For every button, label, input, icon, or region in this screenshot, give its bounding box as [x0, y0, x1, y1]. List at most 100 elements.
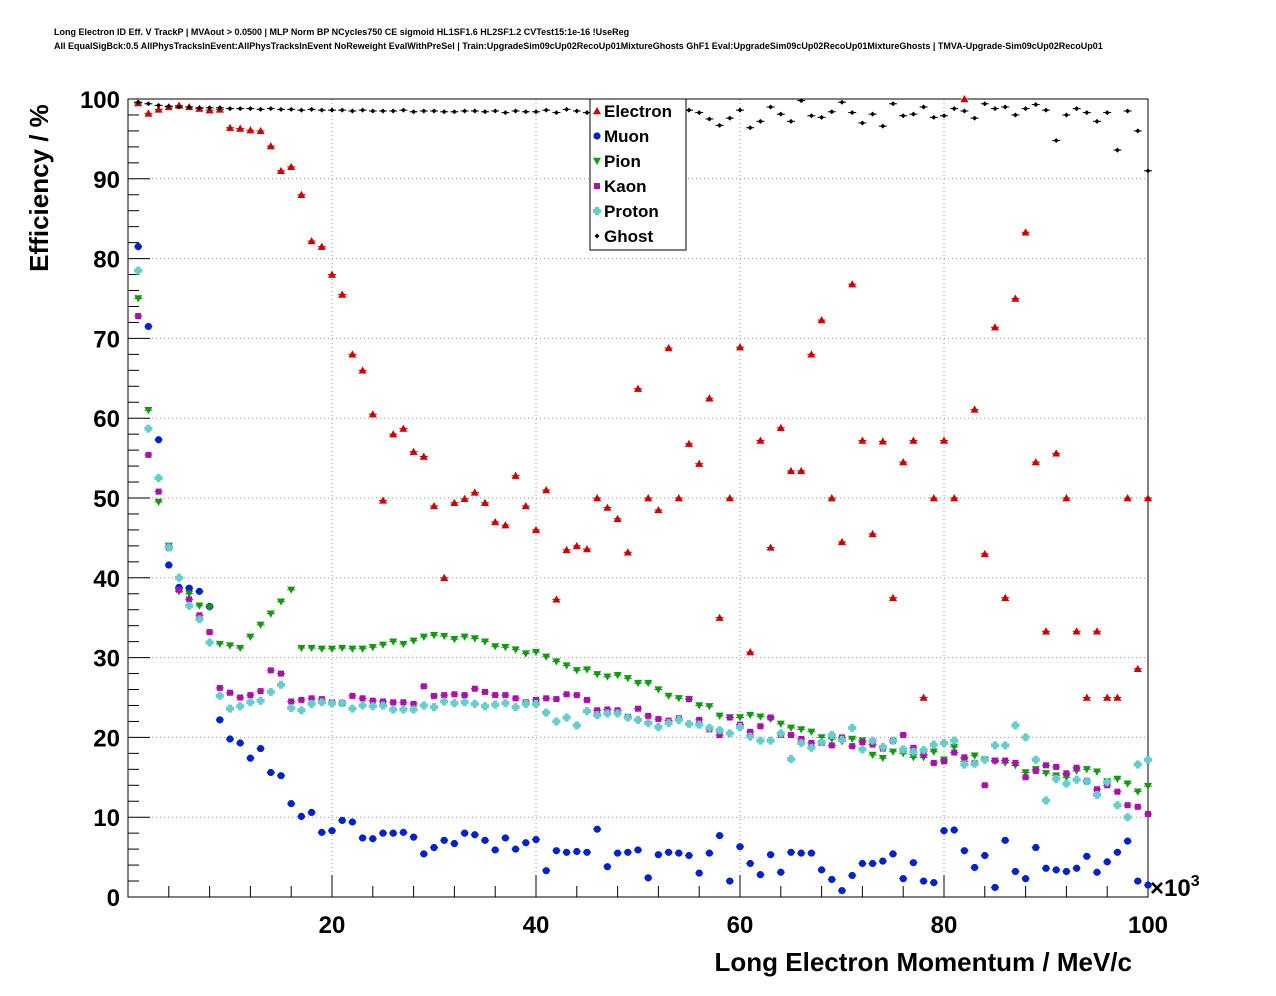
data-point-kaon	[747, 728, 754, 735]
data-point-ghost	[1002, 104, 1008, 110]
data-point-ghost	[278, 106, 284, 112]
data-point-kaon	[492, 692, 499, 699]
data-point-ghost	[859, 120, 865, 126]
data-point-muon	[308, 808, 316, 817]
data-point-pion	[970, 752, 979, 760]
data-point-electron	[226, 123, 234, 131]
data-point-pion	[623, 675, 632, 683]
data-point-muon	[226, 735, 234, 743]
data-point-electron	[664, 343, 673, 352]
data-point-electron	[950, 494, 959, 502]
data-point-muon	[1001, 836, 1009, 844]
data-point-proton	[919, 746, 928, 755]
data-point-ghost	[451, 109, 457, 115]
data-point-ghost	[319, 107, 325, 113]
data-point-proton	[542, 708, 551, 717]
data-point-muon	[1113, 848, 1121, 856]
data-point-pion	[1133, 788, 1142, 796]
data-point-ghost	[890, 101, 896, 107]
data-point-kaon	[686, 696, 692, 703]
data-point-electron	[1001, 593, 1010, 601]
data-point-kaon	[767, 714, 774, 721]
data-point-proton	[1062, 779, 1071, 788]
data-point-muon	[318, 828, 326, 836]
data-point-proton	[226, 704, 234, 713]
data-point-electron	[1133, 664, 1142, 672]
data-point-ghost	[258, 106, 264, 112]
data-point-muon	[511, 845, 520, 853]
data-point-proton	[695, 720, 704, 729]
data-point-pion	[1021, 769, 1030, 777]
data-point-ghost	[329, 107, 335, 113]
data-point-proton	[674, 715, 683, 724]
data-point-proton	[1133, 760, 1142, 769]
data-point-electron	[572, 541, 581, 550]
data-point-proton	[277, 680, 285, 689]
data-point-kaon	[206, 629, 213, 636]
data-point-pion	[562, 662, 571, 670]
data-point-kaon	[349, 692, 356, 699]
data-point-pion	[797, 726, 806, 734]
data-point-muon	[522, 839, 530, 847]
data-point-pion	[450, 636, 459, 644]
data-point-ghost	[900, 113, 906, 119]
y-tick-label: 40	[93, 566, 120, 593]
data-point-ghost	[543, 107, 549, 113]
data-point-muon	[144, 322, 152, 331]
data-point-ghost	[931, 114, 937, 120]
data-point-proton	[899, 745, 908, 754]
data-point-kaon	[1094, 786, 1100, 793]
data-point-ghost	[166, 103, 172, 109]
data-point-proton	[634, 715, 642, 724]
data-point-kaon	[176, 586, 182, 593]
data-point-ghost	[921, 104, 927, 110]
data-point-muon	[440, 836, 448, 844]
data-point-electron	[460, 494, 469, 502]
page-title: Long Electron ID Eff. V TrackP | MVAout …	[54, 27, 630, 37]
data-point-ghost	[1084, 110, 1090, 116]
data-point-electron	[593, 494, 602, 502]
data-point-electron	[583, 545, 591, 553]
data-point-electron	[695, 459, 704, 467]
data-point-proton	[470, 699, 479, 708]
data-point-muon	[236, 739, 244, 747]
data-point-muon	[644, 874, 652, 882]
data-point-electron	[144, 109, 153, 117]
data-point-proton	[787, 754, 795, 763]
data-point-ghost	[686, 107, 692, 113]
data-point-kaon	[992, 757, 998, 764]
y-tick-label: 20	[93, 725, 120, 752]
data-point-electron	[1123, 494, 1132, 502]
legend-label-muon: Muon	[604, 127, 649, 146]
x-multiplier-base: ×10	[1150, 875, 1191, 902]
data-point-proton	[960, 760, 969, 769]
legend-label-ghost: Ghost	[604, 227, 653, 246]
data-point-muon	[746, 859, 754, 868]
data-point-electron	[450, 498, 459, 506]
data-point-ghost	[135, 99, 141, 105]
y-tick-label: 50	[93, 486, 120, 513]
data-point-muon	[501, 834, 509, 842]
data-point-pion	[430, 632, 438, 640]
data-point-proton	[593, 711, 602, 720]
data-point-muon	[399, 828, 407, 836]
data-point-ghost	[941, 113, 947, 119]
data-point-pion	[338, 644, 347, 653]
data-point-electron	[358, 366, 367, 374]
data-point-proton	[256, 696, 265, 705]
data-point-proton	[991, 741, 999, 750]
legend-marker-electron	[593, 107, 601, 115]
data-point-ghost	[1094, 118, 1100, 124]
data-point-muon	[634, 846, 642, 854]
legend-marker-proton	[593, 207, 601, 215]
data-point-ghost	[513, 108, 519, 114]
data-point-muon	[542, 867, 550, 875]
data-point-proton	[164, 543, 173, 552]
data-point-kaon	[186, 596, 193, 603]
data-point-proton	[980, 755, 989, 764]
data-point-proton	[368, 702, 377, 711]
data-point-muon	[155, 436, 163, 444]
data-point-kaon	[655, 716, 662, 723]
data-point-electron	[1113, 693, 1122, 701]
data-point-kaon	[757, 723, 764, 730]
